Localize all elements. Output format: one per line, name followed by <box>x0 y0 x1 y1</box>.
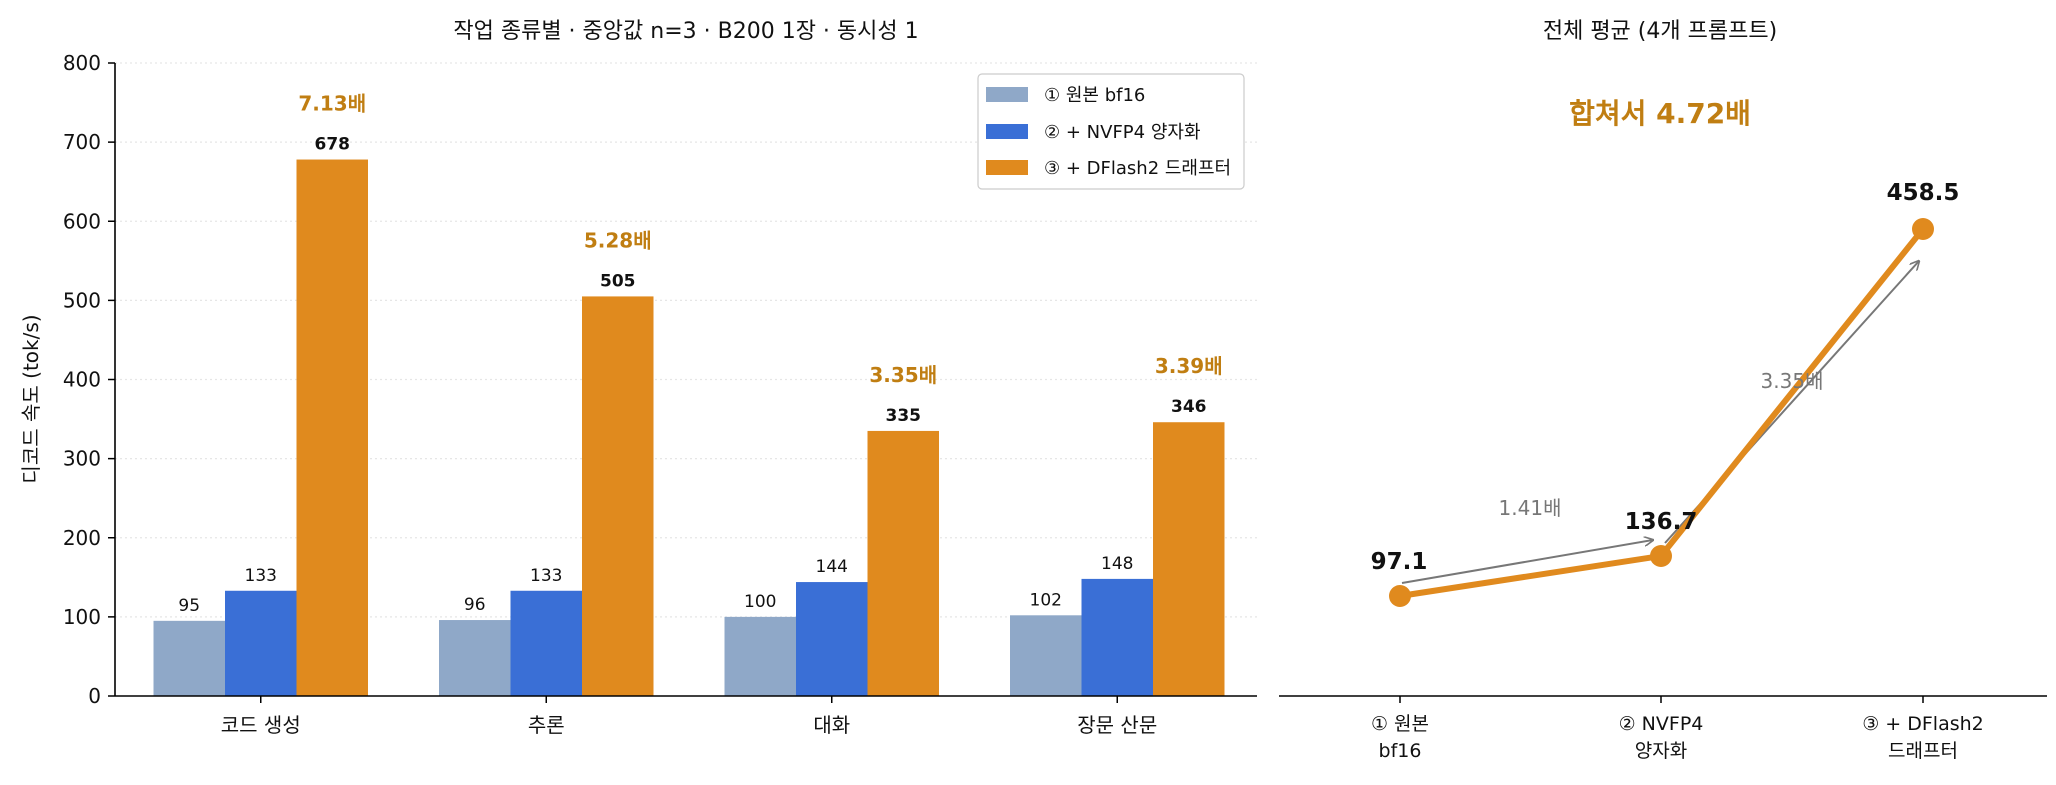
line-series <box>1389 218 1934 607</box>
legend-item-bf16: ① 원본 bf16 <box>986 85 1145 106</box>
y-tick-labels: 0 100 200 300 400 500 600 700 800 <box>63 51 115 708</box>
legend-item-dflash: ③ + DFlash2 드래프터 <box>986 158 1231 179</box>
speedup-label: 3.35배 <box>869 363 937 387</box>
bar-marks <box>153 159 1225 697</box>
bar <box>439 620 511 696</box>
bar <box>510 590 582 696</box>
step-speedup-label: 3.35배 <box>1761 369 1824 393</box>
y-tick-label: 300 <box>63 447 101 471</box>
bar <box>724 616 796 696</box>
legend-swatch-bf16 <box>986 87 1028 102</box>
x-tick-label: 추론 <box>528 713 565 737</box>
step-speedup-label: 1.41배 <box>1499 496 1562 520</box>
bar-chart-title: 작업 종류별 · 중앙값 n=3 · B200 1장 · 동시성 1 <box>453 19 918 44</box>
legend: ① 원본 bf16 ② + NVFP4 양자화 ③ + DFlash2 드래프터 <box>977 73 1245 190</box>
line-value-labels: 97.1 136.7 458.5 <box>1371 180 1960 575</box>
bar-value-label: 505 <box>600 271 636 291</box>
line-value-label: 136.7 <box>1625 509 1698 535</box>
bar <box>582 296 654 696</box>
y-tick-label: 400 <box>63 368 101 392</box>
line-x-tick-labels: ① 원본 bf16 ② NVFP4 양자화 ③ + DFlash2 드래프터 <box>1371 696 1984 762</box>
speedup-label: 7.13배 <box>298 92 366 116</box>
series-line <box>1399 227 1926 599</box>
line-value-label: 97.1 <box>1371 549 1428 575</box>
legend-swatch-nvfp4 <box>986 124 1028 139</box>
bar-value-label: 133 <box>245 566 277 586</box>
bar <box>1153 422 1225 696</box>
y-tick-label: 0 <box>88 684 101 708</box>
bar <box>1081 578 1153 696</box>
bar-value-label: 335 <box>886 406 922 426</box>
bar <box>296 159 368 697</box>
bar-value-label: 100 <box>744 592 776 612</box>
bar <box>225 590 297 696</box>
bar <box>153 620 225 696</box>
bar <box>796 582 868 696</box>
speedup-labels: 7.13배 5.28배 3.35배 3.39배 <box>298 92 1222 387</box>
legend-swatch-dflash <box>986 160 1028 175</box>
x-tick-label: 장문 산문 <box>1077 713 1157 737</box>
bar-value-label: 96 <box>464 595 486 615</box>
series-point <box>1389 585 1411 607</box>
legend-item-nvfp4: ② + NVFP4 양자화 <box>986 122 1201 143</box>
bar-value-label: 346 <box>1171 397 1207 417</box>
y-tick-label: 600 <box>63 209 101 233</box>
speedup-label: 5.28배 <box>584 228 652 252</box>
y-tick-label: 800 <box>63 51 101 75</box>
x-tick-label: 코드 생성 <box>221 713 301 737</box>
legend-label-dflash: ③ + DFlash2 드래프터 <box>1044 158 1231 179</box>
y-tick-label: 700 <box>63 130 101 154</box>
line-chart-title: 전체 평균 (4개 프롬프트) <box>1543 19 1777 44</box>
bar-value-label: 133 <box>530 566 562 586</box>
bar-value-labels: 95 133 678 96 133 505 100 144 335 102 148 346 <box>178 135 1206 616</box>
y-tick-label: 500 <box>63 288 101 312</box>
x-tick-label: 대화 <box>813 713 850 737</box>
bar-value-label: 95 <box>178 596 200 616</box>
series-point <box>1912 218 1934 240</box>
total-speedup-headline: 합쳐서 4.72배 <box>1569 97 1751 130</box>
legend-label-bf16: ① 원본 bf16 <box>1044 85 1145 106</box>
line-x-tick-label: ② NVFP4 양자화 <box>1619 713 1704 762</box>
bar <box>867 430 939 696</box>
y-axis-label: 디코드 속도 (tok/s) <box>19 314 43 483</box>
step-arrow <box>1401 540 1653 584</box>
line-x-tick-label: ③ + DFlash2 드래프터 <box>1862 713 1984 762</box>
legend-box <box>977 73 1245 190</box>
line-x-tick-label: ① 원본 bf16 <box>1371 713 1429 762</box>
line-chart-panel: 전체 평균 (4개 프롬프트) 합쳐서 4.72배 97.1 136.7 458.5… <box>1279 19 2047 762</box>
bar-value-label: 102 <box>1030 590 1062 610</box>
bar-chart-panel: 작업 종류별 · 중앙값 n=3 · B200 1장 · 동시성 1 디코드 속… <box>19 19 1257 737</box>
bar <box>1010 615 1082 696</box>
bar-value-label: 148 <box>1101 554 1133 574</box>
series-point <box>1650 545 1672 567</box>
y-tick-label: 100 <box>63 605 101 629</box>
bar-value-label: 144 <box>816 557 848 577</box>
step-speedup-labels: 1.41배 3.35배 <box>1499 369 1824 520</box>
y-tick-label: 200 <box>63 526 101 550</box>
x-tick-labels: 코드 생성 추론 대화 장문 산문 <box>221 696 1157 737</box>
line-value-label: 458.5 <box>1887 180 1960 206</box>
legend-label-nvfp4: ② + NVFP4 양자화 <box>1044 122 1201 143</box>
speedup-label: 3.39배 <box>1155 354 1223 378</box>
bar-value-label: 678 <box>315 135 351 155</box>
